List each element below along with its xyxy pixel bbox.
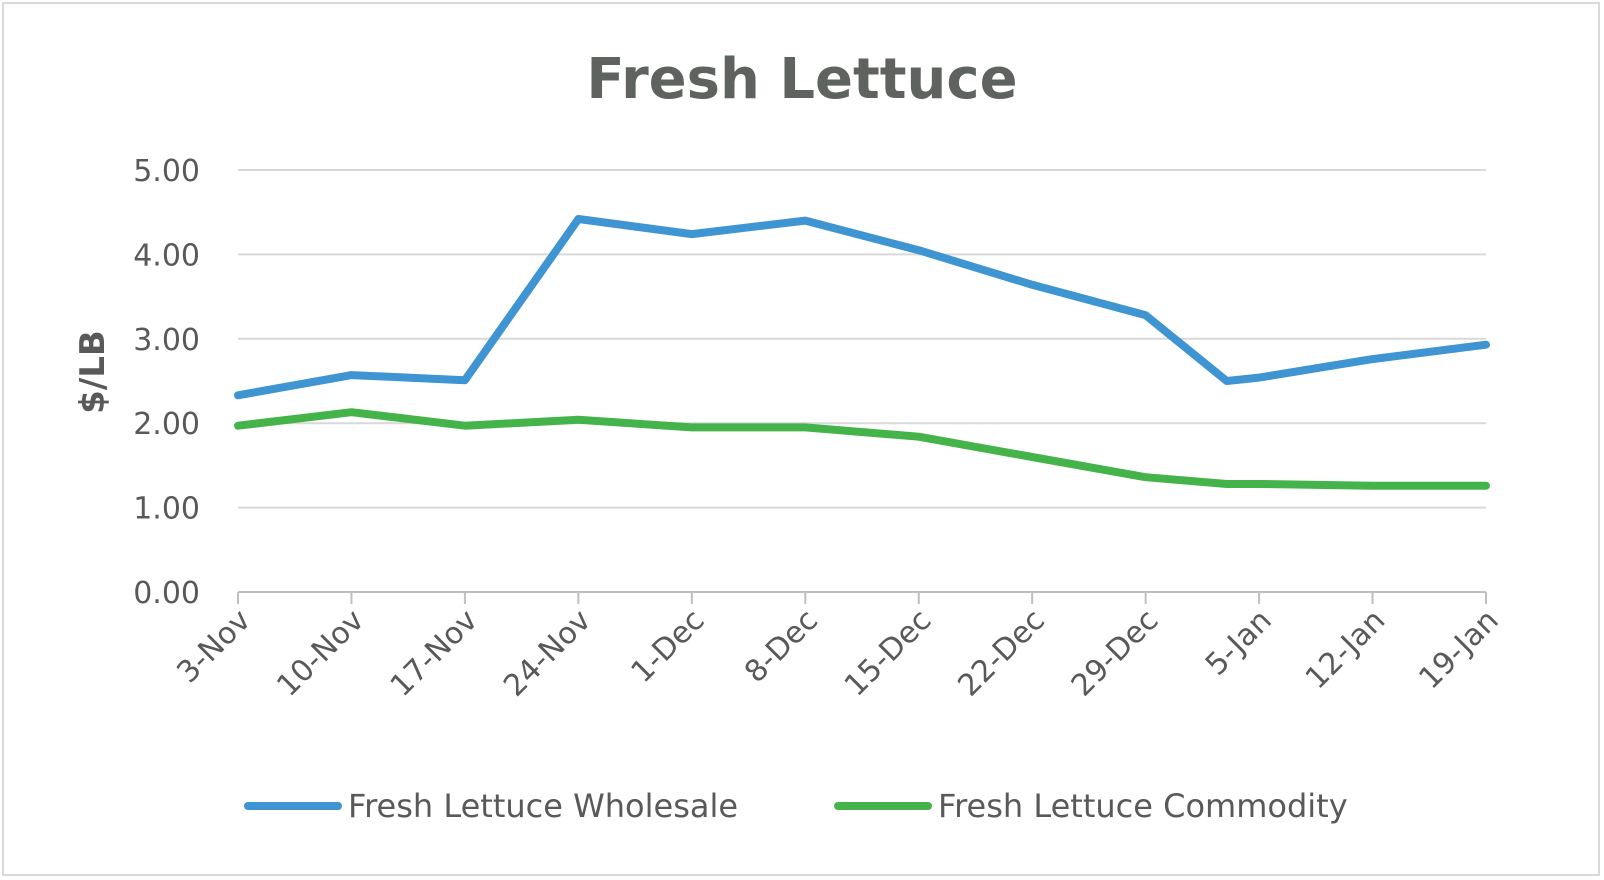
x-tick-label: 19-Jan <box>1412 603 1505 696</box>
grid-lines <box>238 169 1486 509</box>
x-tick-label: 5-Jan <box>1199 603 1279 683</box>
x-tick-label: 10-Nov <box>270 603 371 704</box>
x-tick-labels: 3-Nov 10-Nov 17-Nov 24-Nov 1-Dec 8-Dec 15-Dec 2… <box>170 603 1505 704</box>
chart-title: Fresh Lettuce <box>586 47 1017 112</box>
series-line-commodity <box>234 408 1490 490</box>
y-tick-label: 4.00 <box>133 238 200 273</box>
x-axis <box>237 591 1487 604</box>
x-tick-label: 1-Dec <box>625 603 712 690</box>
x-tick-label: 15-Dec <box>838 603 938 703</box>
y-axis-title: $/LB <box>73 330 113 414</box>
y-tick-label: 5.00 <box>133 154 200 189</box>
y-tick-label: 3.00 <box>133 323 200 358</box>
x-tick-label: 12-Jan <box>1299 603 1392 696</box>
x-tick-label: 29-Dec <box>1065 603 1165 703</box>
legend-label: Fresh Lettuce Wholesale <box>348 787 738 825</box>
x-tick-label: 17-Nov <box>384 603 485 704</box>
y-tick-label: 1.00 <box>133 492 200 527</box>
y-tick-label: 0.00 <box>133 576 200 611</box>
y-tick-label: 2.00 <box>133 407 200 442</box>
x-tick-label: 24-Nov <box>497 603 598 704</box>
x-tick-label: 8-Dec <box>738 603 825 690</box>
legend: Fresh Lettuce Wholesale Fresh Lettuce Com… <box>244 787 1348 825</box>
x-tick-label: 22-Dec <box>951 603 1051 703</box>
legend-label: Fresh Lettuce Commodity <box>938 787 1348 825</box>
x-tick-label: 3-Nov <box>170 603 257 690</box>
series-lines <box>234 215 1490 490</box>
y-axis: 0.00 1.00 2.00 3.00 4.00 5.00 <box>133 154 200 611</box>
series-line-wholesale <box>234 215 1490 400</box>
